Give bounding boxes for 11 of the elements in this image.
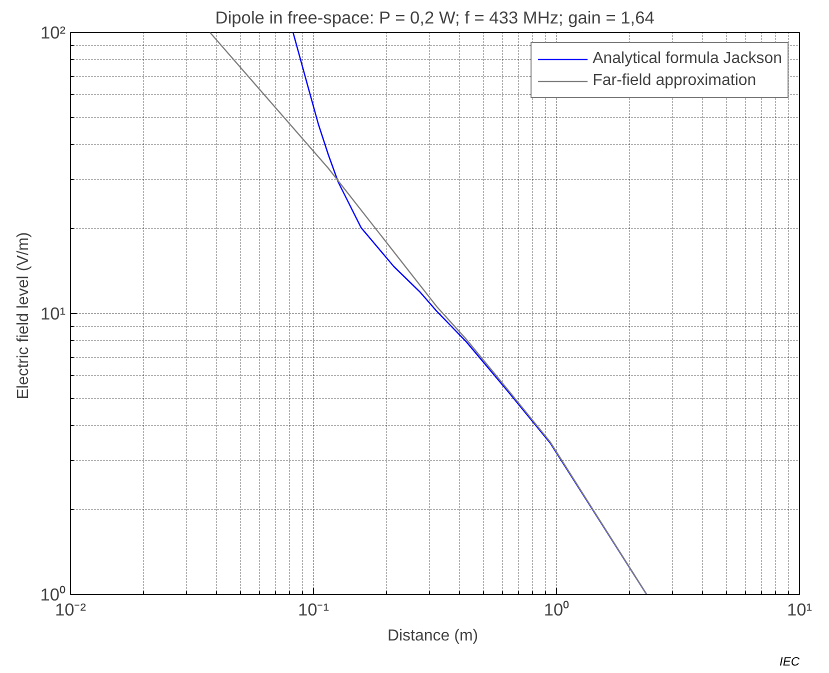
- x-tick-label: 10⁰: [544, 600, 570, 620]
- x-tick-label: 10⁻¹: [298, 600, 330, 620]
- y-tick-label: 10²: [40, 22, 66, 42]
- text: IEC: [779, 654, 800, 668]
- x-axis-title: Distance (m): [387, 628, 478, 644]
- legend-label: Analytical formula Jackson: [592, 50, 782, 68]
- legend-label: Far-field approximation: [592, 72, 756, 90]
- y-axis-title: Electric field level (V/m): [15, 232, 32, 400]
- x-tick-label: 10¹: [786, 600, 812, 620]
- y-tick-label: 10¹: [40, 304, 66, 324]
- chart-title: Dipole in free-space: P = 0,2 W; f = 433 MHz; gain = 1,64: [215, 8, 655, 28]
